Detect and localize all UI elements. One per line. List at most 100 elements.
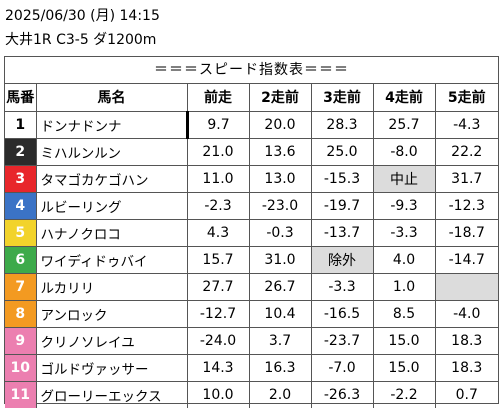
speed-index-cell: -14.7 — [434, 245, 498, 274]
speed-index-cell: 26.7 — [248, 272, 312, 301]
header: 2025/06/30 (月) 14:15 大井1R C3-5 ダ1200m — [0, 0, 503, 54]
speed-index-cell: 10.4 — [248, 299, 312, 328]
horse-name-cell: グローリーエックス — [35, 380, 188, 408]
speed-index-cell: 16.3 — [248, 353, 312, 382]
speed-index-cell: 4.3 — [186, 218, 250, 247]
table-row: 11 グローリーエックス 10.0 2.0 -26.3 -2.2 0.7 — [5, 380, 498, 408]
speed-index-cell: 1.0 — [372, 272, 436, 301]
speed-index-cell: 14.3 — [186, 353, 250, 382]
horse-number-badge: 9 — [5, 326, 37, 355]
table-row: 5 ハナノクロコ 4.3 -0.3 -13.7 -3.3 -18.7 — [5, 218, 498, 247]
speed-index-cell: 4.0 — [372, 245, 436, 274]
table-row: 1 ドンナドンナ 9.7 20.0 28.3 25.7 -4.3 — [5, 110, 498, 139]
col-header-number: 馬番 — [5, 84, 37, 112]
date-time-label: 2025/06/30 (月) 14:15 — [5, 8, 160, 24]
speed-index-cell: 15.7 — [186, 245, 250, 274]
speed-index-cell: -26.3 — [310, 380, 374, 408]
speed-index-cell: 13.6 — [248, 137, 312, 166]
speed-index-cell: 28.3 — [310, 110, 374, 139]
table-title: ＝＝＝スピード指数表＝＝＝ — [5, 57, 498, 84]
horse-number-badge: 11 — [5, 380, 37, 408]
horse-name-cell: ミハルンルン — [35, 137, 188, 166]
speed-index-cell: 15.0 — [372, 353, 436, 382]
horse-number-badge: 2 — [5, 137, 37, 166]
speed-index-cell: 18.3 — [434, 353, 498, 382]
speed-index-cell: -23.7 — [310, 326, 374, 355]
col-header-name: 馬名 — [35, 84, 188, 112]
table-row: 4 ルビーリング -2.3 -23.0 -19.7 -9.3 -12.3 — [5, 191, 498, 220]
horse-name-cell: クリノソレイユ — [35, 326, 188, 355]
speed-index-cell: -24.0 — [186, 326, 250, 355]
horse-number-badge: 5 — [5, 218, 37, 247]
speed-index-cell: -15.3 — [310, 164, 374, 193]
table-row: 3 タマゴカケゴハン 11.0 13.0 -15.3 中止 31.7 — [5, 164, 498, 193]
col-header-3rd: 3走前 — [310, 84, 374, 112]
speed-index-cell: -8.0 — [372, 137, 436, 166]
speed-index-cell: -9.3 — [372, 191, 436, 220]
speed-index-cell: -0.3 — [248, 218, 312, 247]
speed-index-cell: 2.0 — [248, 380, 312, 408]
horse-name-cell: ドンナドンナ — [35, 110, 188, 139]
speed-index-cell: 0.7 — [434, 380, 498, 408]
table-header-row: 馬番 馬名 前走 2走前 3走前 4走前 5走前 — [5, 84, 498, 112]
speed-index-cell: 31.7 — [434, 164, 498, 193]
horse-name-cell: ワイディドゥバイ — [35, 245, 188, 274]
speed-index-cell: 15.0 — [372, 326, 436, 355]
speed-index-cell: -19.7 — [310, 191, 374, 220]
race-info-label: 大井1R C3-5 ダ1200m — [5, 32, 157, 48]
col-header-5th: 5走前 — [434, 84, 498, 112]
speed-index-cell: 25.0 — [310, 137, 374, 166]
table-row: 10 ゴルドヴァッサー 14.3 16.3 -7.0 15.0 18.3 — [5, 353, 498, 382]
speed-index-cell: -3.3 — [372, 218, 436, 247]
table-row: 6 ワイディドゥバイ 15.7 31.0 除外 4.0 -14.7 — [5, 245, 498, 274]
speed-index-cell: 18.3 — [434, 326, 498, 355]
speed-index-cell: -12.7 — [186, 299, 250, 328]
speed-index-cell: 10.0 — [186, 380, 250, 408]
speed-index-cell: 20.0 — [248, 110, 312, 139]
speed-index-table: ＝＝＝スピード指数表＝＝＝ 馬番 馬名 前走 2走前 3走前 4走前 5走前 1… — [4, 56, 499, 408]
speed-index-cell: -16.5 — [310, 299, 374, 328]
speed-index-cell: 除外 — [310, 245, 374, 274]
speed-index-cell: 11.0 — [186, 164, 250, 193]
horse-number-badge: 7 — [5, 272, 37, 301]
speed-index-cell: -7.0 — [310, 353, 374, 382]
horse-name-cell: ルカリリ — [35, 272, 188, 301]
speed-index-cell: -4.0 — [434, 299, 498, 328]
speed-index-cell: -4.3 — [434, 110, 498, 139]
speed-index-cell: -2.2 — [372, 380, 436, 408]
speed-index-cell: -12.3 — [434, 191, 498, 220]
horse-name-cell: タマゴカケゴハン — [35, 164, 188, 193]
speed-index-cell: 8.5 — [372, 299, 436, 328]
speed-index-cell: -23.0 — [248, 191, 312, 220]
horse-name-cell: アンロック — [35, 299, 188, 328]
speed-index-cell: 21.0 — [186, 137, 250, 166]
speed-index-cell — [434, 272, 498, 301]
speed-index-cell: 13.0 — [248, 164, 312, 193]
speed-index-cell: 31.0 — [248, 245, 312, 274]
horse-number-badge: 3 — [5, 164, 37, 193]
horse-number-badge: 8 — [5, 299, 37, 328]
speed-index-cell: 27.7 — [186, 272, 250, 301]
speed-index-cell: 9.7 — [185, 110, 250, 139]
speed-index-cell: 22.2 — [434, 137, 498, 166]
horse-number-badge: 6 — [5, 245, 37, 274]
speed-index-cell: 25.7 — [372, 110, 436, 139]
horse-name-cell: ハナノクロコ — [35, 218, 188, 247]
table-row: 9 クリノソレイユ -24.0 3.7 -23.7 15.0 18.3 — [5, 326, 498, 355]
speed-index-cell: -2.3 — [186, 191, 250, 220]
table-row: 2 ミハルンルン 21.0 13.6 25.0 -8.0 22.2 — [5, 137, 498, 166]
speed-index-cell: 中止 — [372, 164, 436, 193]
horse-number-badge: 4 — [5, 191, 37, 220]
speed-index-cell: 3.7 — [248, 326, 312, 355]
col-header-2nd: 2走前 — [248, 84, 312, 112]
table-row: 7 ルカリリ 27.7 26.7 -3.3 1.0 — [5, 272, 498, 301]
speed-index-cell: -18.7 — [434, 218, 498, 247]
horse-number-badge: 10 — [5, 353, 37, 382]
speed-table-grid: 馬番 馬名 前走 2走前 3走前 4走前 5走前 1 ドンナドンナ 9.7 20.0 2… — [5, 84, 498, 408]
speed-index-cell: -3.3 — [310, 272, 374, 301]
col-header-4th: 4走前 — [372, 84, 436, 112]
horse-name-cell: ルビーリング — [35, 191, 188, 220]
horse-name-cell: ゴルドヴァッサー — [35, 353, 188, 382]
col-header-last: 前走 — [186, 84, 250, 112]
table-row: 8 アンロック -12.7 10.4 -16.5 8.5 -4.0 — [5, 299, 498, 328]
